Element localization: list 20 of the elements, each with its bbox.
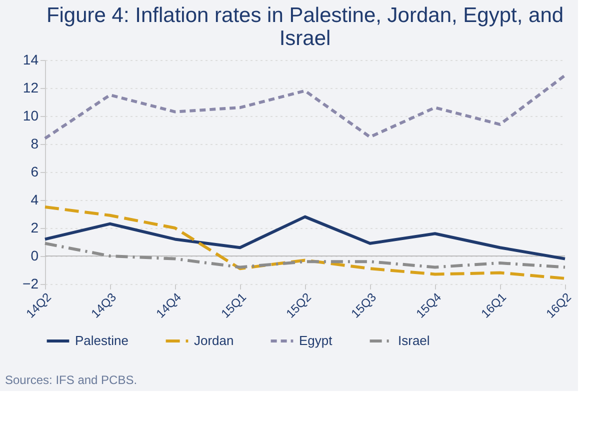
y-tick-label: 6 xyxy=(30,164,39,180)
legend-label: Palestine xyxy=(75,333,128,348)
line-series xyxy=(44,242,566,269)
line-series xyxy=(44,206,566,280)
y-tick-label: −2 xyxy=(22,276,39,292)
legend-label: Egypt xyxy=(299,333,333,348)
y-tick-label: 0 xyxy=(30,248,39,264)
y-tick-label: 12 xyxy=(22,80,39,96)
legend-label: Israel xyxy=(398,333,430,348)
text: Israel xyxy=(279,27,331,50)
line-series xyxy=(44,74,566,140)
y-tick-label: 14 xyxy=(22,52,39,68)
y-tick-label: 10 xyxy=(22,108,39,124)
line-series xyxy=(44,215,566,260)
text: Figure 4: Inflation rates in Palestine, Jordan, Egypt, and xyxy=(46,4,564,27)
y-tick-label: 8 xyxy=(30,136,39,152)
y-tick-label: 4 xyxy=(30,192,39,208)
source-note: Sources: IFS and PCBS. xyxy=(5,373,138,387)
y-tick-label: 2 xyxy=(30,220,39,236)
legend-label: Jordan xyxy=(194,333,234,348)
